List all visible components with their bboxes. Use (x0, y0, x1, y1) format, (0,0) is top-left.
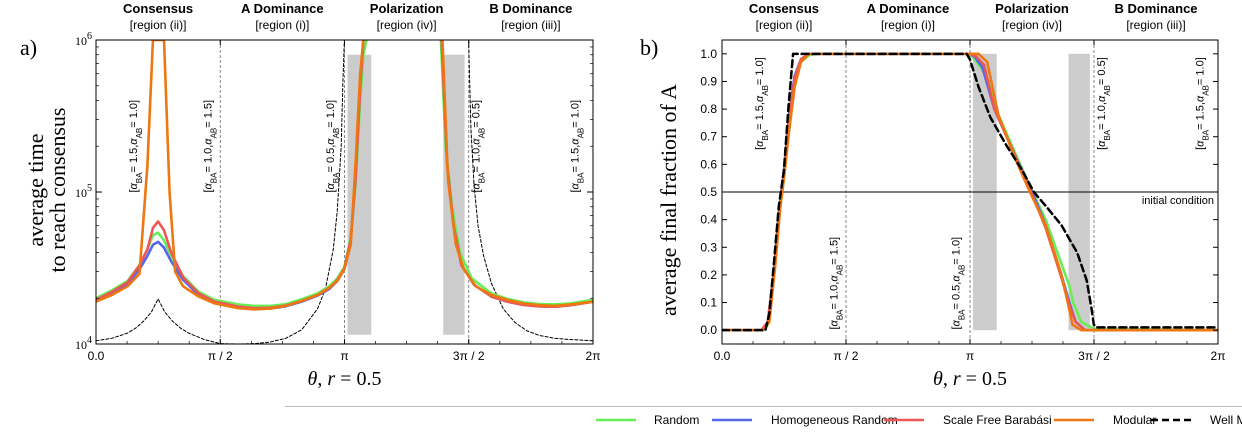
panel-label: b) (640, 35, 658, 60)
series-group (722, 52, 1218, 332)
y-tick-label-5: 0.4 (700, 213, 717, 227)
y-axis-label-2: to reach consensus (45, 108, 70, 273)
y-tick-label-3: 106 (75, 31, 92, 48)
legend-label-4: Modular (1113, 413, 1156, 427)
series-line-modular-1 (96, 40, 365, 311)
boundary-label-3: [αBA= 0.5,αAB= 1.0] (951, 237, 967, 330)
series-line-well-mixed-2 (468, 40, 593, 342)
x-tick-label-1: 0.0 (88, 349, 105, 363)
series-line-modular-2 (441, 40, 593, 308)
x-axis-label: θ, r = 0.5 (933, 368, 1007, 390)
y-tick-label-11: 1.0 (700, 47, 717, 61)
series-group (96, 40, 593, 344)
region-subtitle-2: [region (i)] (881, 18, 935, 32)
region-title-4: B Dominance (1114, 1, 1197, 16)
x-tick-label-4: 3π / 2 (1078, 349, 1110, 363)
boundary-label-3: [αBA= 0.5,αAB= 1.0] (325, 100, 341, 193)
x-tick-label-2: π / 2 (834, 349, 859, 363)
y-tick-label-6: 0.5 (700, 185, 717, 199)
region-subtitle-3: [region (iv)] (1002, 18, 1062, 32)
x-axis-label: θ, r = 0.5 (308, 368, 382, 390)
y-tick-label-2: 0.1 (700, 296, 717, 310)
x-tick-label-5: 2π (1211, 349, 1226, 363)
shaded-region-2 (443, 54, 465, 335)
y-tick-label-2: 105 (75, 183, 92, 200)
region-title-2: A Dominance (241, 1, 324, 16)
y-tick-label-7: 0.6 (700, 157, 717, 171)
region-subtitle-1: [region (ii)] (130, 18, 187, 32)
region-subtitle-1: [region (ii)] (756, 18, 813, 32)
legend-label-2: Homogeneous Random (771, 413, 898, 427)
y-axis-label-1: average final fraction of A (656, 84, 681, 316)
y-tick-label-9: 0.8 (700, 102, 717, 116)
region-subtitle-2: [region (i)] (255, 18, 309, 32)
y-tick-label-10: 0.9 (700, 74, 717, 88)
series-line-well-mixed-1 (722, 52, 1218, 332)
initial-condition-label: initial condition (1142, 195, 1214, 207)
region-title-4: B Dominance (489, 1, 572, 16)
boundary-label-2: [αBA= 1.0,αAB= 1.5] (828, 237, 844, 330)
x-tick-label-5: 2π (586, 349, 601, 363)
series-line-modular-1 (722, 52, 1218, 332)
legend-label-5: Well Mixed (1210, 413, 1242, 427)
y-axis-label-1: average time (23, 134, 48, 247)
region-title-1: Consensus (123, 1, 193, 16)
boundary-label-1: [αBA= 1.5,αAB= 1.0] (128, 100, 144, 193)
region-title-2: A Dominance (867, 1, 950, 16)
y-tick-label-3: 0.2 (700, 268, 717, 282)
x-tick-label-4: 3π / 2 (453, 349, 485, 363)
region-title-3: Polarization (995, 1, 1069, 16)
y-tick-label-1: 104 (75, 335, 92, 352)
boundary-label-1: [αBA= 1.5,αAB= 1.0] (754, 57, 770, 150)
region-subtitle-4: [region (iii)] (1126, 18, 1185, 32)
region-subtitle-3: [region (iv)] (377, 18, 437, 32)
x-tick-label-2: π / 2 (208, 349, 233, 363)
boundary-label-5: [αBA= 1.5,αAB= 1.0] (1195, 57, 1211, 150)
panel-b: initial condition [αBA= 1.5,αAB= 1.0] [αBA… (640, 1, 1225, 390)
y-tick-label-1: 0.0 (700, 323, 717, 337)
region-subtitle-4: [region (iii)] (501, 18, 560, 32)
x-tick-label-3: π (340, 349, 348, 363)
boundary-label-5: [αBA= 1.5,αAB= 1.0] (570, 100, 586, 193)
region-title-1: Consensus (749, 1, 819, 16)
legend: Random Homogeneous Random Scale Free Barab… (596, 413, 1242, 427)
x-tick-label-3: π (966, 349, 974, 363)
y-tick-label-4: 0.3 (700, 240, 717, 254)
boundary-label-4: [αBA= 1.0,αAB= 0.5] (471, 100, 487, 193)
panel-a: [αBA= 1.5,αAB= 1.0] [αBA= 1.0,αAB= 1.5] [α… (20, 1, 600, 390)
boundary-label-4: [αBA= 1.0,αAB= 0.5] (1096, 57, 1112, 150)
shaded-region-1 (347, 54, 372, 335)
region-title-3: Polarization (370, 1, 444, 16)
panel-label: a) (20, 35, 37, 60)
boundary-label-2: [αBA= 1.0,αAB= 1.5] (202, 100, 218, 193)
legend-label-3: Scale Free Barabási (943, 413, 1052, 427)
x-tick-label-1: 0.0 (714, 349, 731, 363)
legend-label-1: Random (654, 413, 699, 427)
y-tick-label-8: 0.7 (700, 130, 717, 144)
